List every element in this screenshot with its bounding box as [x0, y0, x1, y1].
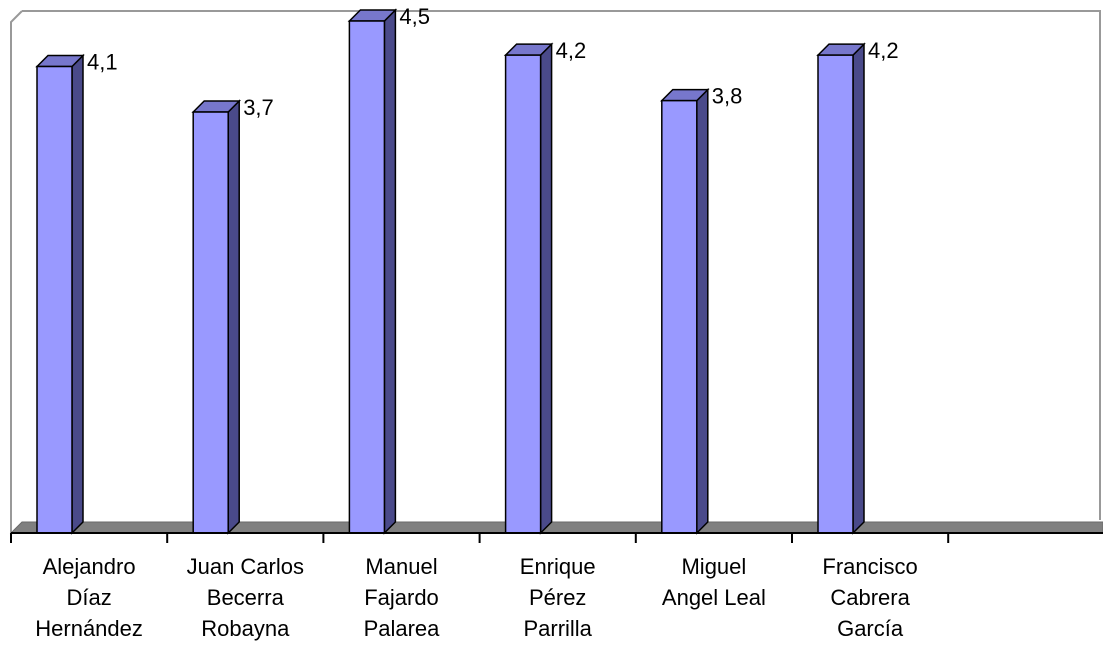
bar-front — [817, 54, 854, 534]
x-tick-label-line: Miguel — [681, 554, 746, 579]
bar — [35, 53, 85, 535]
data-label: 3,7 — [243, 95, 274, 120]
data-label: 3,8 — [712, 84, 743, 109]
bar — [816, 42, 866, 535]
bar-side — [71, 53, 84, 535]
x-tick-label-line: Francisco — [822, 554, 917, 579]
x-tick-label-line: Parrilla — [523, 616, 592, 641]
bar — [503, 42, 554, 535]
bar-side — [539, 42, 553, 535]
side-wall-border — [10, 10, 23, 533]
x-tick-label-line: Pérez — [529, 585, 586, 610]
x-tick-label-line: Fajardo — [364, 585, 439, 610]
data-label: 4,2 — [556, 38, 587, 63]
x-tick-label-line: Cabrera — [830, 585, 910, 610]
bars-layer — [35, 8, 866, 535]
x-tick-label: Juan Carlos Becerra Robayna — [187, 554, 304, 641]
bar-front — [348, 20, 386, 534]
bar-front — [36, 65, 73, 534]
x-tick-label: Enrique Pérez Parrilla — [520, 554, 596, 641]
bar-front — [661, 99, 698, 534]
bar — [347, 8, 398, 535]
x-tick-label: Miguel Angel Leal — [662, 554, 766, 610]
x-tick-label-line: Angel Leal — [662, 585, 766, 610]
x-tick-label-line: Becerra — [207, 585, 285, 610]
bar — [659, 87, 710, 535]
bar-front — [504, 54, 542, 534]
x-tick-label-line: García — [837, 616, 904, 641]
data-label: 4,5 — [399, 4, 430, 29]
x-tick-label: Francisco Cabrera García — [822, 554, 917, 641]
chart-floor — [9, 521, 1103, 534]
x-tick-label-line: Enrique — [520, 554, 596, 579]
bar-side — [696, 87, 709, 535]
labels-layer: 4,1 3,7 4,5 4,2 3,8 4,2 Alejandro Díaz Hernández… — [35, 4, 917, 641]
bar-side — [383, 8, 397, 535]
x-tick-label-line: Robayna — [201, 616, 290, 641]
data-label: 4,2 — [868, 38, 899, 63]
back-wall-border — [22, 10, 1101, 520]
bar-front — [192, 111, 229, 534]
x-tick-label-line: Díaz — [66, 585, 111, 610]
x-tick-label: Alejandro Díaz Hernández — [35, 554, 143, 641]
bar — [191, 99, 242, 535]
x-tick-label-line: Manuel — [365, 554, 437, 579]
bar-side — [227, 99, 240, 535]
bar-side — [852, 42, 865, 535]
data-label: 4,1 — [87, 50, 118, 75]
x-tick-label-line: Juan Carlos — [187, 554, 304, 579]
chart-frame — [9, 10, 1103, 534]
x-tick-label-line: Palarea — [364, 616, 441, 641]
x-tick-label-line: Alejandro — [43, 554, 136, 579]
x-tick-label: Manuel Fajardo Palarea — [364, 554, 441, 641]
x-axis — [10, 532, 1103, 543]
x-tick-label-line: Hernández — [35, 616, 143, 641]
